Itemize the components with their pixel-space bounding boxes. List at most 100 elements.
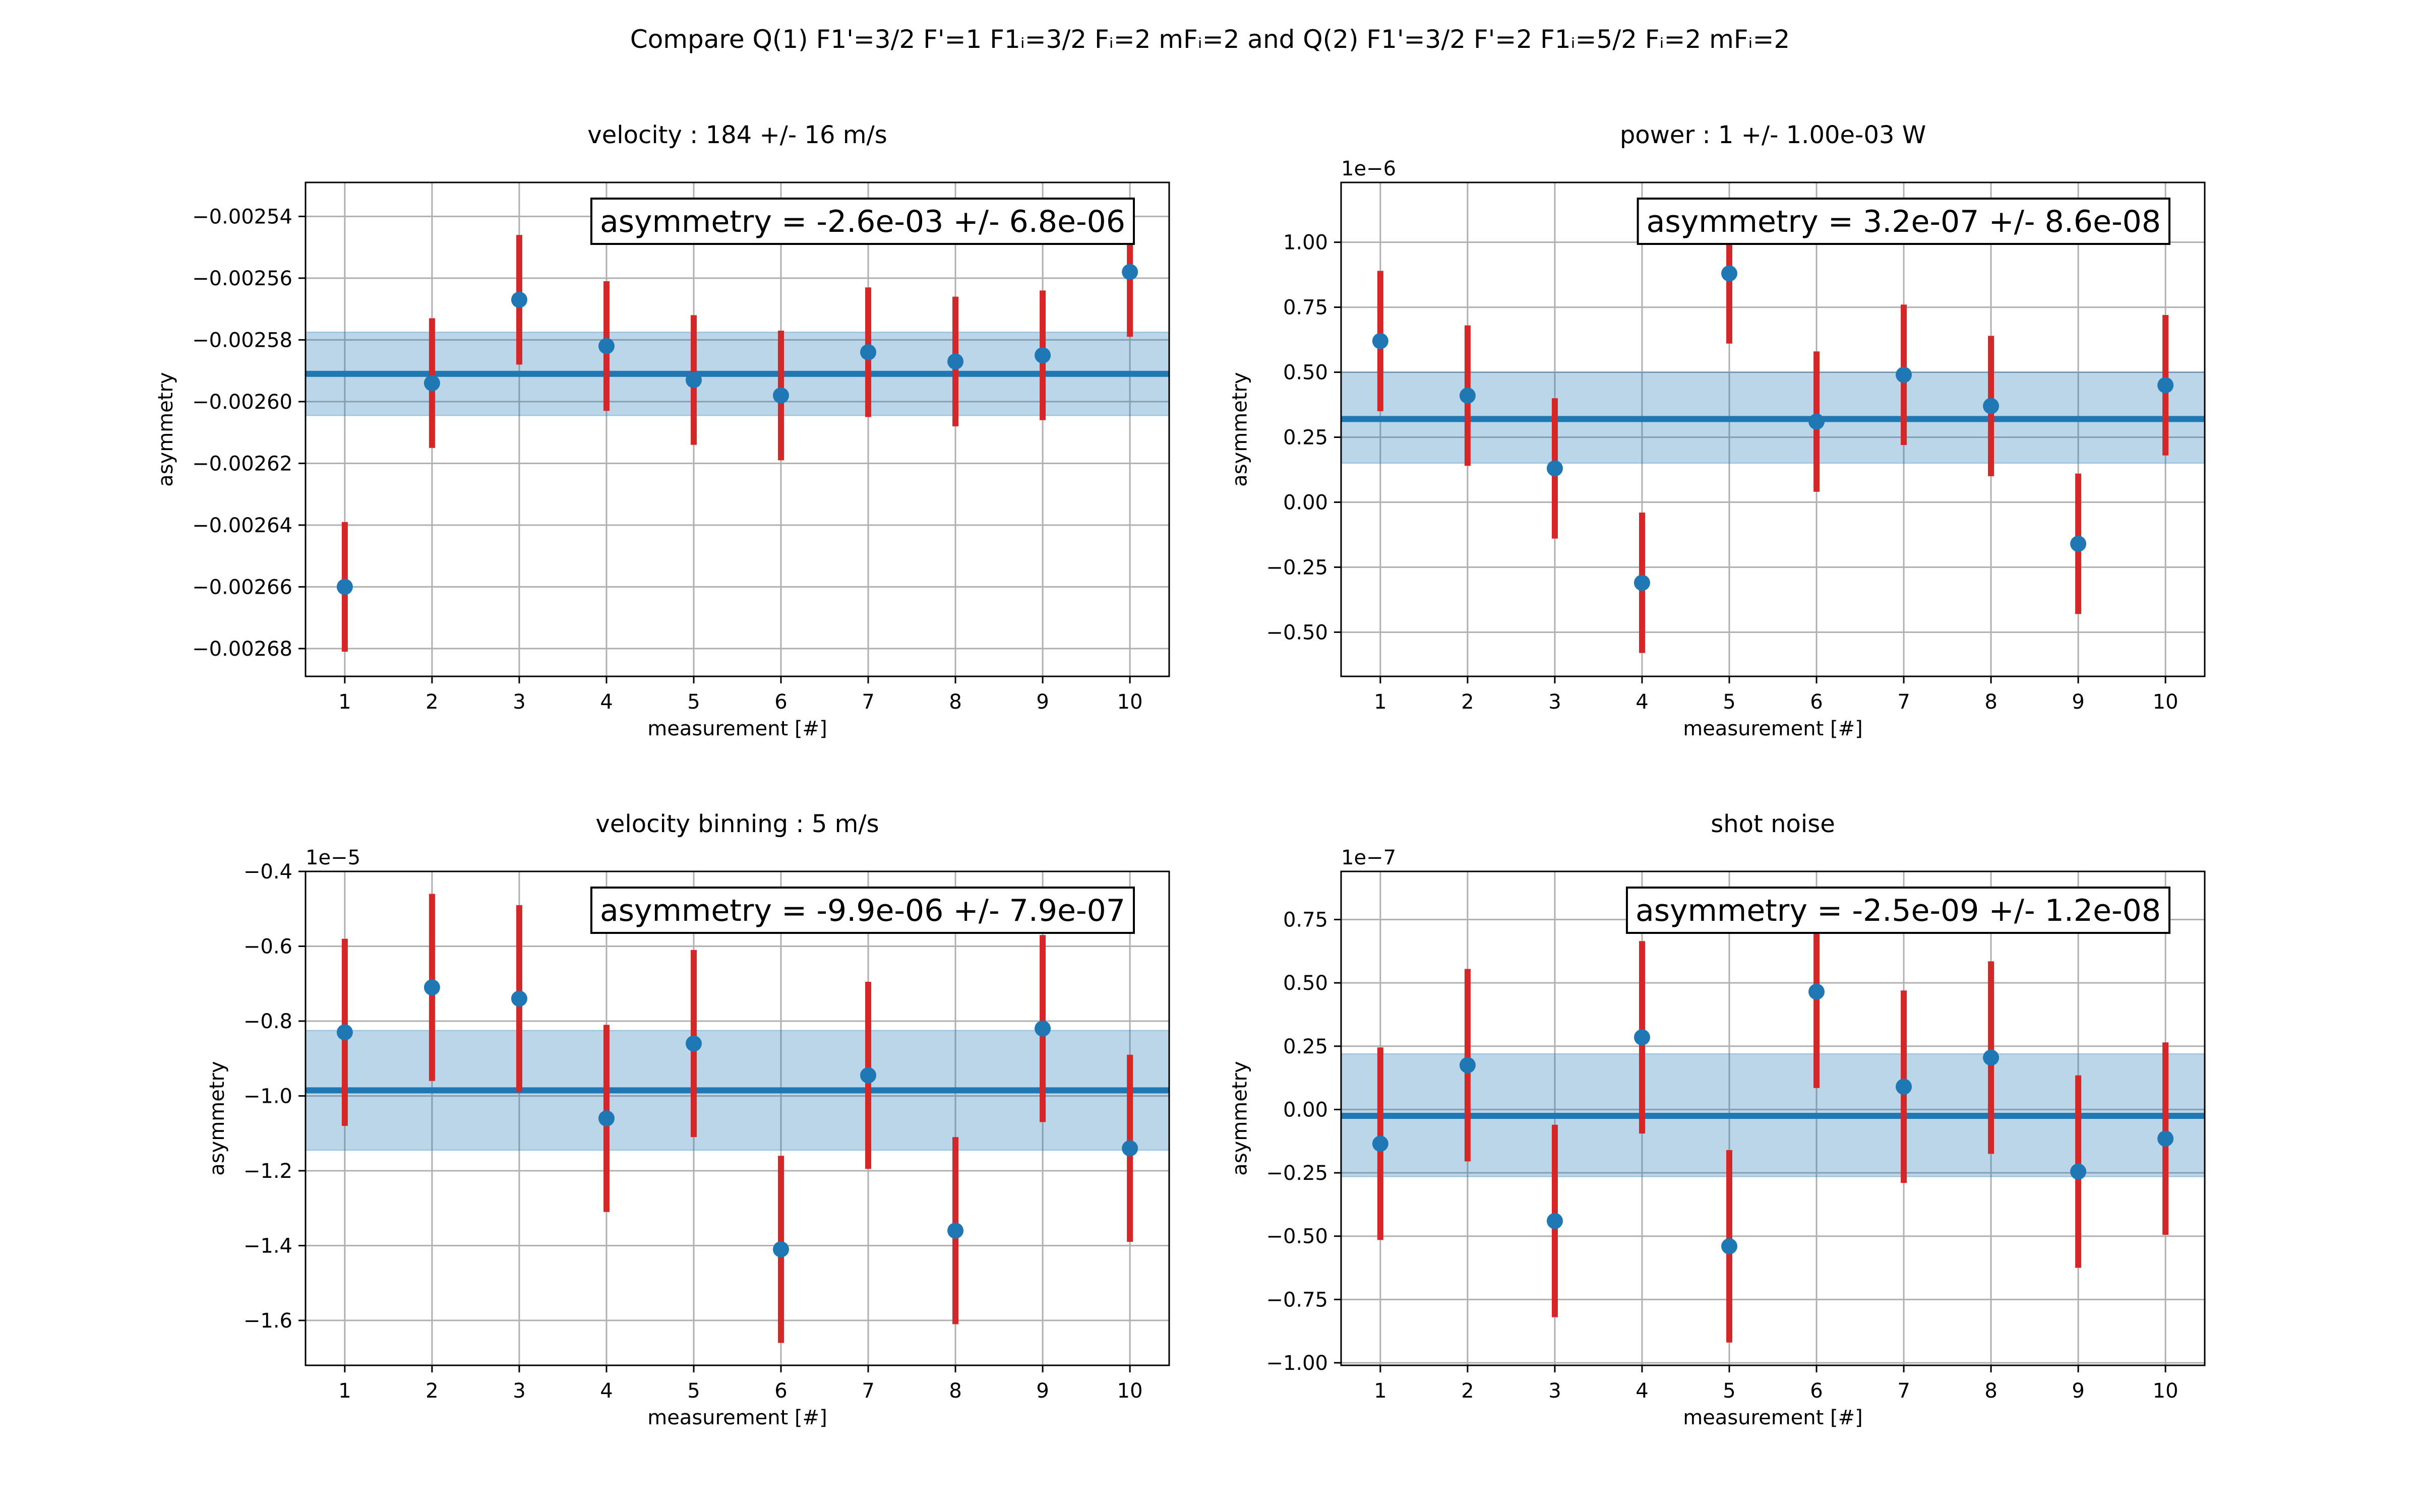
x-axis-label: measurement [#] xyxy=(1683,1406,1863,1429)
annotation-box xyxy=(1625,887,2170,934)
x-tick-label: 3 xyxy=(513,1379,525,1403)
data-point xyxy=(1546,460,1563,477)
y-tick-label: −0.00262 xyxy=(192,452,292,475)
data-point xyxy=(511,291,527,308)
data-point xyxy=(598,1110,615,1126)
x-tick-label: 4 xyxy=(600,690,613,714)
y-axis-label: asymmetry xyxy=(1229,1061,1252,1175)
subplot-title: shot noise xyxy=(1711,810,1835,838)
data-point xyxy=(685,372,702,388)
data-point xyxy=(1122,1140,1138,1157)
data-point xyxy=(1459,387,1476,404)
x-tick-label: 7 xyxy=(1897,1379,1910,1403)
subplot-1: 1 2 3 4 5 6 7 8 9 10 −0.00268 −0.00266 −0.00264 −0.00… xyxy=(154,121,1170,740)
subplot-2: 1 2 3 4 5 6 7 8 9 10 −0.50 −0.25 0.00 0.25 0.50 0.75 1.0… xyxy=(1229,121,2206,740)
x-tick-label: 8 xyxy=(1984,690,1997,714)
data-point xyxy=(336,1024,353,1041)
x-tick-label: 5 xyxy=(687,1379,700,1403)
data-point xyxy=(511,990,527,1007)
annotation-box xyxy=(590,198,1135,245)
y-tick-label: −0.25 xyxy=(1266,556,1328,579)
y-tick-label: 0.50 xyxy=(1283,361,1328,385)
data-point xyxy=(598,338,615,354)
subplots: 1 2 3 4 5 6 7 8 9 10 −0.00268 −0.00266 −0.00264 −0.00… xyxy=(154,121,2206,1429)
x-tick-label: 7 xyxy=(862,1379,874,1403)
data-point xyxy=(2157,1130,2174,1147)
data-point xyxy=(1372,333,1388,349)
subplot-title: velocity binning : 5 m/s xyxy=(595,810,879,838)
data-point xyxy=(1808,983,1825,1000)
y-tick-label: −0.25 xyxy=(1266,1162,1328,1185)
data-point xyxy=(1634,575,1650,591)
x-tick-label: 6 xyxy=(1810,690,1823,714)
y-scale-offset: 1e−7 xyxy=(1341,846,1396,869)
y-scale-offset: 1e−5 xyxy=(306,846,360,869)
x-tick-label: 6 xyxy=(774,690,787,714)
data-point xyxy=(2070,1163,2087,1180)
data-point xyxy=(2070,535,2087,552)
y-tick-label: 0.75 xyxy=(1283,296,1328,320)
annotation-box xyxy=(1637,198,2170,245)
x-tick-label: 7 xyxy=(862,690,874,714)
data-point xyxy=(1896,366,1912,383)
data-point xyxy=(424,375,440,392)
x-tick-label: 2 xyxy=(426,690,438,714)
data-point xyxy=(424,979,440,996)
y-axis-label: asymmetry xyxy=(1229,372,1252,486)
x-tick-label: 2 xyxy=(1461,1379,1474,1403)
data-point xyxy=(1459,1057,1476,1074)
x-axis-label: measurement [#] xyxy=(647,1406,827,1429)
x-tick-label: 9 xyxy=(1036,1379,1049,1403)
y-axis-label: asymmetry xyxy=(154,372,177,486)
x-tick-label: 1 xyxy=(338,1379,351,1403)
axes-frame xyxy=(305,181,1170,677)
annotation-text: asymmetry = -2.5e-09 +/- 1.2e-08 xyxy=(1636,893,2161,928)
subplot-title: power : 1 +/- 1.00e-03 W xyxy=(1620,121,1926,149)
y-tick-label: −0.00268 xyxy=(192,638,292,661)
data-point xyxy=(1808,413,1825,430)
x-axis-label: measurement [#] xyxy=(1683,717,1863,740)
x-tick-label: 5 xyxy=(1723,1379,1735,1403)
y-tick-label: −0.8 xyxy=(244,1010,292,1033)
x-tick-label: 9 xyxy=(1036,690,1049,714)
data-point xyxy=(336,579,353,595)
y-tick-label: −0.75 xyxy=(1266,1288,1328,1311)
x-tick-label: 4 xyxy=(600,1379,613,1403)
y-tick-label: 0.00 xyxy=(1283,491,1328,514)
annotation-text: asymmetry = 3.2e-07 +/- 8.6e-08 xyxy=(1647,204,2161,239)
y-tick-label: −1.0 xyxy=(244,1085,292,1108)
data-point xyxy=(1372,1136,1388,1152)
data-point xyxy=(2157,377,2174,394)
y-tick-label: −0.00258 xyxy=(192,329,292,352)
subplot-4: 1 2 3 4 5 6 7 8 9 10 −1.00 −0.75 −0.50 −0.25 0.00 0.25 0… xyxy=(1229,810,2206,1429)
axes-frame xyxy=(1340,181,2206,677)
y-axis-label: asymmetry xyxy=(206,1061,229,1175)
y-tick-label: −0.6 xyxy=(244,935,292,958)
data-point xyxy=(1035,347,1051,363)
y-tick-label: 1.00 xyxy=(1283,231,1328,255)
x-tick-label: 6 xyxy=(1810,1379,1823,1403)
data-point xyxy=(773,1241,790,1257)
data-point xyxy=(1983,1049,2000,1066)
x-tick-label: 8 xyxy=(949,1379,961,1403)
y-tick-label: −0.00260 xyxy=(192,391,292,414)
data-point xyxy=(685,1035,702,1052)
x-tick-label: 1 xyxy=(1374,1379,1386,1403)
y-tick-label: −1.6 xyxy=(244,1309,292,1333)
y-tick-label: −0.00264 xyxy=(192,514,292,537)
y-tick-label: −0.00266 xyxy=(192,576,292,599)
x-tick-label: 7 xyxy=(1897,690,1910,714)
annotation-text: asymmetry = -2.6e-03 +/- 6.8e-06 xyxy=(600,204,1125,239)
y-tick-label: −1.4 xyxy=(244,1234,292,1257)
data-point xyxy=(1546,1213,1563,1229)
annotation-text: asymmetry = -9.9e-06 +/- 7.9e-07 xyxy=(600,893,1125,928)
x-tick-label: 5 xyxy=(1723,690,1735,714)
x-tick-label: 10 xyxy=(2153,1379,2179,1403)
y-tick-label: −0.50 xyxy=(1266,1225,1328,1248)
data-point xyxy=(1721,265,1737,282)
x-tick-label: 3 xyxy=(1548,1379,1561,1403)
data-point xyxy=(1983,398,2000,414)
x-tick-label: 10 xyxy=(1117,690,1143,714)
